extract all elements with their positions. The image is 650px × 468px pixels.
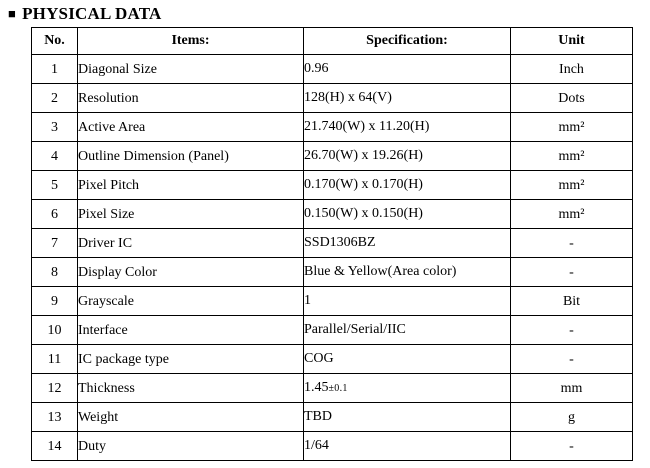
row-unit-cell: Dots — [510, 83, 633, 113]
row-spec-cell: SSD1306BZ — [303, 228, 511, 258]
row-unit-cell: - — [510, 344, 633, 374]
row-item-cell: Grayscale — [77, 286, 304, 316]
row-item-cell: Pixel Size — [77, 199, 304, 229]
row-spec-cell: Parallel/Serial/IIC — [303, 315, 511, 345]
table-row: 2 Resolution 128(H) x 64(V) Dots — [31, 83, 633, 113]
table-row: 10 Interface Parallel/Serial/IIC - — [31, 315, 633, 345]
row-spec-cell: 26.70(W) x 19.26(H) — [303, 141, 511, 171]
row-item-cell: Display Color — [77, 257, 304, 287]
physical-data-table: No. Items: Specification: Unit 1 Diagona… — [31, 27, 633, 461]
row-spec-cell: TBD — [303, 402, 511, 432]
header-no: No. — [31, 27, 78, 55]
row-spec-value: 1.45 — [304, 380, 329, 395]
section-bullet-icon: ■ — [8, 6, 17, 21]
row-no-cell: 6 — [31, 199, 78, 229]
table-row: 12 Thickness 1.45±0.1 mm — [31, 373, 633, 403]
row-spec-value: 1/64 — [304, 438, 329, 453]
row-unit-cell: mm² — [510, 199, 633, 229]
row-no-cell: 11 — [31, 344, 78, 374]
row-no-cell: 13 — [31, 402, 78, 432]
row-no-cell: 10 — [31, 315, 78, 345]
row-spec-value: 21.740(W) x 11.20(H) — [304, 119, 430, 134]
section-title: PHYSICAL DATA — [22, 4, 162, 23]
row-spec-cell: 1.45±0.1 — [303, 373, 511, 403]
header-items: Items: — [77, 27, 304, 55]
row-unit-cell: - — [510, 257, 633, 287]
row-item-cell: Active Area — [77, 112, 304, 142]
row-spec-cell: 21.740(W) x 11.20(H) — [303, 112, 511, 142]
row-no-cell: 7 — [31, 228, 78, 258]
row-item-cell: Pixel Pitch — [77, 170, 304, 200]
row-item-cell: Interface — [77, 315, 304, 345]
row-item-cell: Weight — [77, 402, 304, 432]
row-spec-value: TBD — [304, 409, 333, 424]
row-no-cell: 12 — [31, 373, 78, 403]
row-no-cell: 1 — [31, 54, 78, 84]
row-unit-cell: Bit — [510, 286, 633, 316]
row-no-cell: 5 — [31, 170, 78, 200]
row-no-cell: 8 — [31, 257, 78, 287]
table-header: No. Items: Specification: Unit — [31, 27, 633, 55]
row-spec-cell: Blue & Yellow(Area color) — [303, 257, 511, 287]
row-unit-cell: - — [510, 228, 633, 258]
table-row: 9 Grayscale 1 Bit — [31, 286, 633, 316]
table-row: 7 Driver IC SSD1306BZ - — [31, 228, 633, 258]
row-spec-cell: 1/64 — [303, 431, 511, 461]
row-unit-cell: g — [510, 402, 633, 432]
row-no-cell: 9 — [31, 286, 78, 316]
row-unit-cell: mm — [510, 373, 633, 403]
row-spec-value: 0.150(W) x 0.150(H) — [304, 206, 423, 221]
row-spec-value: Parallel/Serial/IIC — [304, 322, 406, 337]
table-row: 3 Active Area 21.740(W) x 11.20(H) mm² — [31, 112, 633, 142]
table-row: 14 Duty 1/64 - — [31, 431, 633, 461]
table-row: 8 Display Color Blue & Yellow(Area color… — [31, 257, 633, 287]
row-unit-cell: mm² — [510, 112, 633, 142]
row-unit-cell: mm² — [510, 170, 633, 200]
table-body: 1 Diagonal Size 0.96 Inch 2 Resolution 1… — [31, 54, 633, 461]
row-unit-cell: mm² — [510, 141, 633, 171]
row-no-cell: 14 — [31, 431, 78, 461]
row-unit-cell: - — [510, 431, 633, 461]
row-spec-value: 0.170(W) x 0.170(H) — [304, 177, 423, 192]
row-item-cell: IC package type — [77, 344, 304, 374]
row-spec-cell: 1 — [303, 286, 511, 316]
table-row: 4 Outline Dimension (Panel) 26.70(W) x 1… — [31, 141, 633, 171]
row-spec-value: 128(H) x 64(V) — [304, 90, 392, 105]
row-spec-cell: COG — [303, 344, 511, 374]
row-no-cell: 4 — [31, 141, 78, 171]
row-spec-value: 0.96 — [304, 61, 329, 76]
row-spec-value: COG — [304, 351, 334, 366]
section-title-row: ■ PHYSICAL DATA — [8, 4, 161, 24]
row-item-cell: Thickness — [77, 373, 304, 403]
row-no-cell: 3 — [31, 112, 78, 142]
row-spec-value: 26.70(W) x 19.26(H) — [304, 148, 423, 163]
row-item-cell: Outline Dimension (Panel) — [77, 141, 304, 171]
row-unit-cell: Inch — [510, 54, 633, 84]
row-spec-value: Blue & Yellow(Area color) — [304, 264, 457, 279]
header-row: No. Items: Specification: Unit — [31, 27, 633, 55]
table-row: 11 IC package type COG - — [31, 344, 633, 374]
row-item-cell: Driver IC — [77, 228, 304, 258]
row-item-cell: Resolution — [77, 83, 304, 113]
table-row: 13 Weight TBD g — [31, 402, 633, 432]
table-row: 1 Diagonal Size 0.96 Inch — [31, 54, 633, 84]
row-spec-value: 1 — [304, 293, 312, 308]
row-spec-cell: 0.96 — [303, 54, 511, 84]
table-row: 6 Pixel Size 0.150(W) x 0.150(H) mm² — [31, 199, 633, 229]
row-spec-cell: 0.150(W) x 0.150(H) — [303, 199, 511, 229]
row-spec-value: SSD1306BZ — [304, 235, 376, 250]
row-spec-cell: 0.170(W) x 0.170(H) — [303, 170, 511, 200]
table-row: 5 Pixel Pitch 0.170(W) x 0.170(H) mm² — [31, 170, 633, 200]
row-no-cell: 2 — [31, 83, 78, 113]
header-specification: Specification: — [303, 27, 511, 55]
row-spec-tolerance: ±0.1 — [328, 383, 348, 394]
row-spec-cell: 128(H) x 64(V) — [303, 83, 511, 113]
header-unit: Unit — [510, 27, 633, 55]
row-item-cell: Diagonal Size — [77, 54, 304, 84]
row-unit-cell: - — [510, 315, 633, 345]
row-item-cell: Duty — [77, 431, 304, 461]
